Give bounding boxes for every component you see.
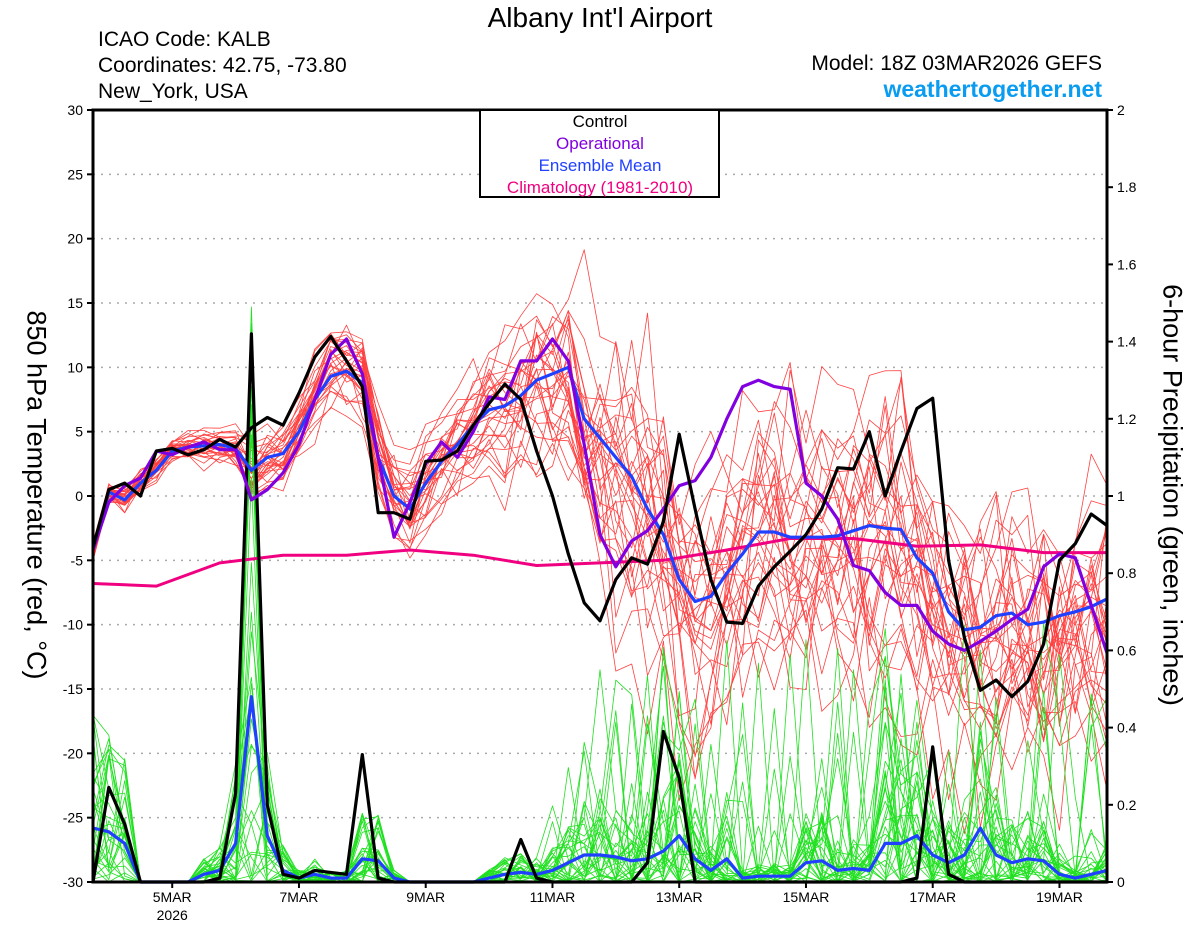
legend-entry: Climatology (1981-2010) (507, 178, 693, 197)
left-tick-label: -20 (63, 745, 83, 761)
right-tick-label: 0.8 (1117, 565, 1137, 581)
legend-entry: Operational (556, 134, 644, 153)
temperature-member-line (92, 331, 1108, 726)
precip-member-line (92, 649, 1108, 883)
left-tick-label: -30 (63, 874, 83, 890)
site-link[interactable]: weathertogether.net (883, 76, 1102, 102)
left-tick-label: -15 (63, 681, 83, 697)
spacer (0, 0, 92, 927)
temperature-member-line (92, 340, 1108, 828)
right-tick-label: 0.6 (1117, 642, 1137, 658)
x-tick-label: 11MAR (530, 889, 576, 905)
temperature-member-line (92, 324, 1108, 725)
left-tick-label: 25 (67, 166, 83, 182)
temperature-member-line (92, 350, 1108, 746)
right-tick-label: 0.2 (1117, 797, 1137, 813)
left-tick-label: 0 (75, 488, 83, 504)
precip-member-line (92, 703, 1108, 883)
legend-box (479, 109, 720, 198)
left-tick-label: 30 (67, 102, 83, 118)
temperature-member-line (92, 339, 1108, 725)
left-tick-label: -25 (63, 810, 83, 826)
coordinates: Coordinates: 42.75, -73.80 (98, 54, 347, 77)
x-tick-label: 7MAR (280, 889, 319, 905)
left-tick-label: -10 (63, 617, 83, 633)
legend: Control Operational Ensemble Mean Climatolo… (479, 109, 720, 198)
legend-entry: Ensemble Mean (539, 156, 662, 175)
precip-member-line (92, 623, 1108, 883)
temperature-member-line (92, 312, 1108, 705)
x-tick-label: 17MAR (909, 889, 956, 905)
right-tick-label: 0.4 (1117, 720, 1137, 736)
right-tick-label: 1 (1117, 488, 1125, 504)
legend-entry: Control (573, 112, 628, 131)
x-tick-year-label: 2026 (157, 907, 188, 923)
left-tick-label: 10 (67, 359, 83, 375)
climatology-line (92, 537, 1107, 588)
temperature-member-line (92, 360, 1108, 730)
precip-member-line (92, 404, 1108, 883)
left-tick-label: 20 (67, 231, 83, 247)
x-tick-label: 13MAR (656, 889, 703, 905)
chart-title: Albany Int'l Airport (487, 2, 713, 33)
temperature-member-line (92, 322, 1108, 756)
temperature-control-line (91, 334, 1108, 699)
model-run: Model: 18Z 03MAR2026 GEFS (811, 52, 1102, 75)
right-tick-label: 1.2 (1117, 411, 1137, 427)
right-tick-label: 1.4 (1117, 334, 1137, 350)
right-tick-label: 1.6 (1117, 256, 1137, 272)
precip-member-line (92, 631, 1108, 883)
location: New_York, USA (98, 80, 248, 103)
icao-code: ICAO Code: KALB (98, 28, 271, 51)
right-tick-label: 2 (1117, 102, 1125, 118)
x-tick-label: 19MAR (1036, 889, 1083, 905)
right-tick-label: 0 (1117, 874, 1125, 890)
temperature-member-line (92, 315, 1108, 741)
x-tick-label: 5MAR (153, 889, 192, 905)
left-tick-label: 15 (67, 295, 83, 311)
temperature-mean-line (91, 365, 1108, 632)
temperature-operational-line (91, 337, 1109, 654)
temperature-member-line (92, 333, 1108, 726)
precip-mean-line (92, 695, 1108, 884)
precip-member-line (92, 692, 1108, 883)
right-tick-label: 1.8 (1117, 179, 1137, 195)
left-tick-label: 5 (75, 424, 83, 440)
x-tick-label: 9MAR (406, 889, 445, 905)
left-tick-label: -5 (71, 552, 84, 568)
x-tick-label: 15MAR (783, 889, 830, 905)
temperature-member-line (92, 347, 1108, 687)
